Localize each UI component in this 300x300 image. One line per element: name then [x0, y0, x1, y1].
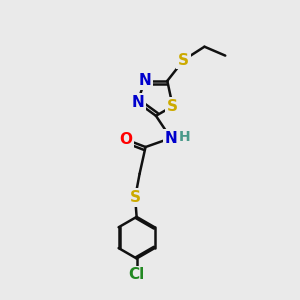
- Text: S: S: [130, 190, 141, 205]
- Text: S: S: [167, 99, 178, 114]
- Text: N: N: [138, 74, 151, 88]
- Text: N: N: [131, 95, 144, 110]
- Text: H: H: [178, 130, 190, 144]
- Text: Cl: Cl: [128, 267, 145, 282]
- Text: N: N: [164, 130, 177, 146]
- Text: S: S: [178, 52, 189, 68]
- Text: O: O: [120, 132, 133, 147]
